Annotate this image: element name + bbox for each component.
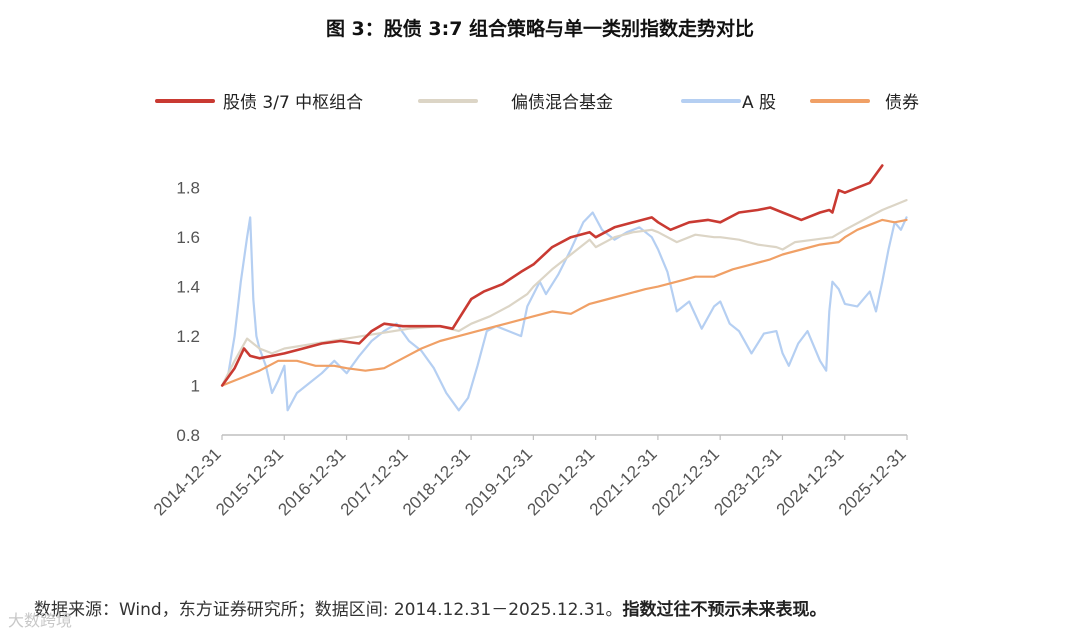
series-line: [221, 218, 908, 387]
y-tick-label: 1.8: [176, 179, 200, 198]
y-tick-label: 1.6: [176, 228, 200, 247]
y-tick-label: 1: [191, 377, 200, 396]
source-disclaimer: 指数过往不预示未来表现。: [622, 600, 827, 620]
series-line: [221, 199, 908, 387]
legend-label: 偏债混合基金: [511, 93, 613, 113]
source-note: 数据来源：Wind，东方证券研究所；数据区间: 2014.12.31－2025.…: [34, 595, 827, 620]
series-line: [221, 211, 908, 412]
series-layer: [220, 164, 908, 412]
watermark: 大数跨境: [8, 611, 73, 630]
x-tick-label: 2025-12-31: [835, 444, 910, 519]
y-tick-label: 1.2: [176, 327, 200, 346]
y-tick-label: 0.8: [176, 426, 200, 445]
source-text: 数据来源：Wind，东方证券研究所；数据区间: 2014.12.31－2025.…: [34, 600, 623, 620]
series-line: [220, 164, 884, 387]
legend-label: 债券: [885, 93, 919, 113]
chart-title: 图 3：股债 3:7 组合策略与单一类别指数走势对比: [325, 18, 755, 40]
legend: 股债 3/7 中枢组合 偏债混合基金 A 股 债券: [155, 93, 919, 113]
y-tick-label: 1.4: [176, 278, 200, 297]
legend-label: A 股: [742, 93, 776, 113]
legend-label: 股债 3/7 中枢组合: [223, 93, 363, 113]
